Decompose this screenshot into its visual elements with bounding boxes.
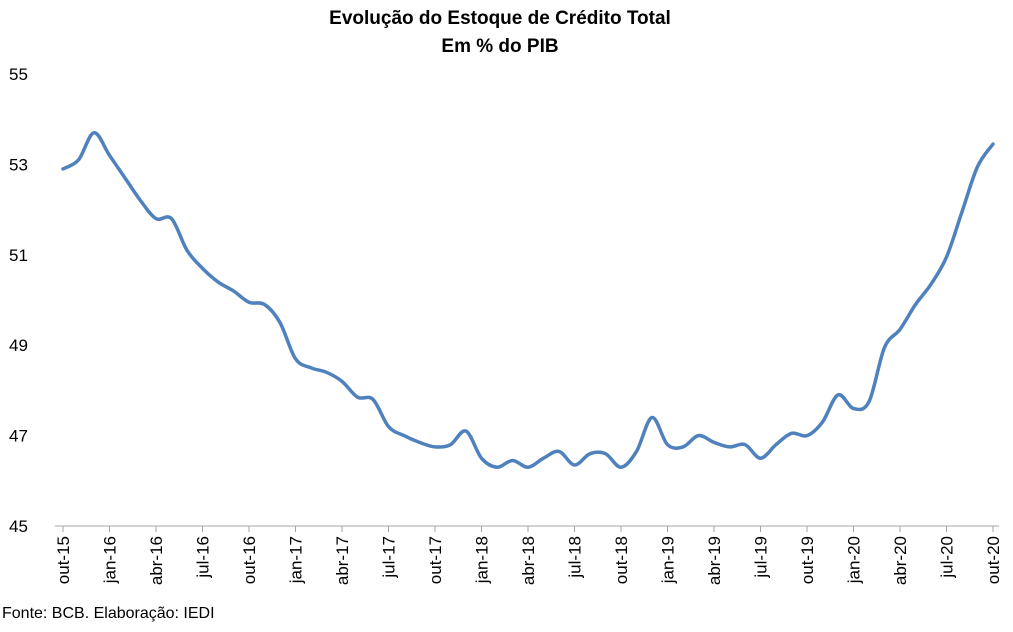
y-tick-label: 49 bbox=[9, 336, 28, 355]
x-axis-ticks: out-15 jan-16 abr-16 jul-16 out-16 jan-17 abr-… bbox=[54, 526, 1003, 585]
x-tick-label: abr-16 bbox=[147, 536, 166, 585]
y-tick-label: 51 bbox=[9, 246, 28, 265]
y-tick-label: 53 bbox=[9, 155, 28, 174]
y-tick-label: 55 bbox=[9, 65, 28, 84]
x-tick-label: jan-19 bbox=[659, 536, 678, 584]
x-tick-label: out-20 bbox=[984, 536, 1003, 584]
source-note: Fonte: BCB. Elaboração: IEDI bbox=[2, 605, 215, 622]
x-tick-label: jan-17 bbox=[287, 536, 306, 584]
x-tick-label: jul-19 bbox=[752, 536, 771, 579]
x-tick-label: abr-20 bbox=[891, 536, 910, 585]
x-tick-label: abr-19 bbox=[705, 536, 724, 585]
x-tick-label: jul-20 bbox=[938, 536, 957, 579]
x-tick-label: jul-17 bbox=[380, 536, 399, 579]
chart-subtitle: Em % do PIB bbox=[441, 36, 558, 57]
x-tick-label: abr-18 bbox=[519, 536, 538, 585]
x-tick-label: jan-20 bbox=[845, 536, 864, 584]
x-tick-label: out-15 bbox=[54, 536, 73, 584]
x-tick-label: abr-17 bbox=[333, 536, 352, 585]
y-tick-label: 45 bbox=[9, 517, 28, 536]
x-tick-label: jan-18 bbox=[473, 536, 492, 584]
series-line bbox=[61, 131, 995, 469]
x-tick-label: out-19 bbox=[798, 536, 817, 584]
y-tick-label: 47 bbox=[9, 427, 28, 446]
x-tick-label: out-16 bbox=[240, 536, 259, 584]
x-tick-label: jul-16 bbox=[194, 536, 213, 579]
x-tick-label: jan-16 bbox=[101, 536, 120, 584]
y-axis-tick-labels: 45 47 49 51 53 55 bbox=[9, 65, 28, 536]
x-tick-label: out-17 bbox=[426, 536, 445, 584]
chart-title: Evolução do Estoque de Crédito Total bbox=[329, 8, 671, 29]
x-tick-label: jul-18 bbox=[566, 536, 585, 579]
x-tick-label: out-18 bbox=[612, 536, 631, 584]
